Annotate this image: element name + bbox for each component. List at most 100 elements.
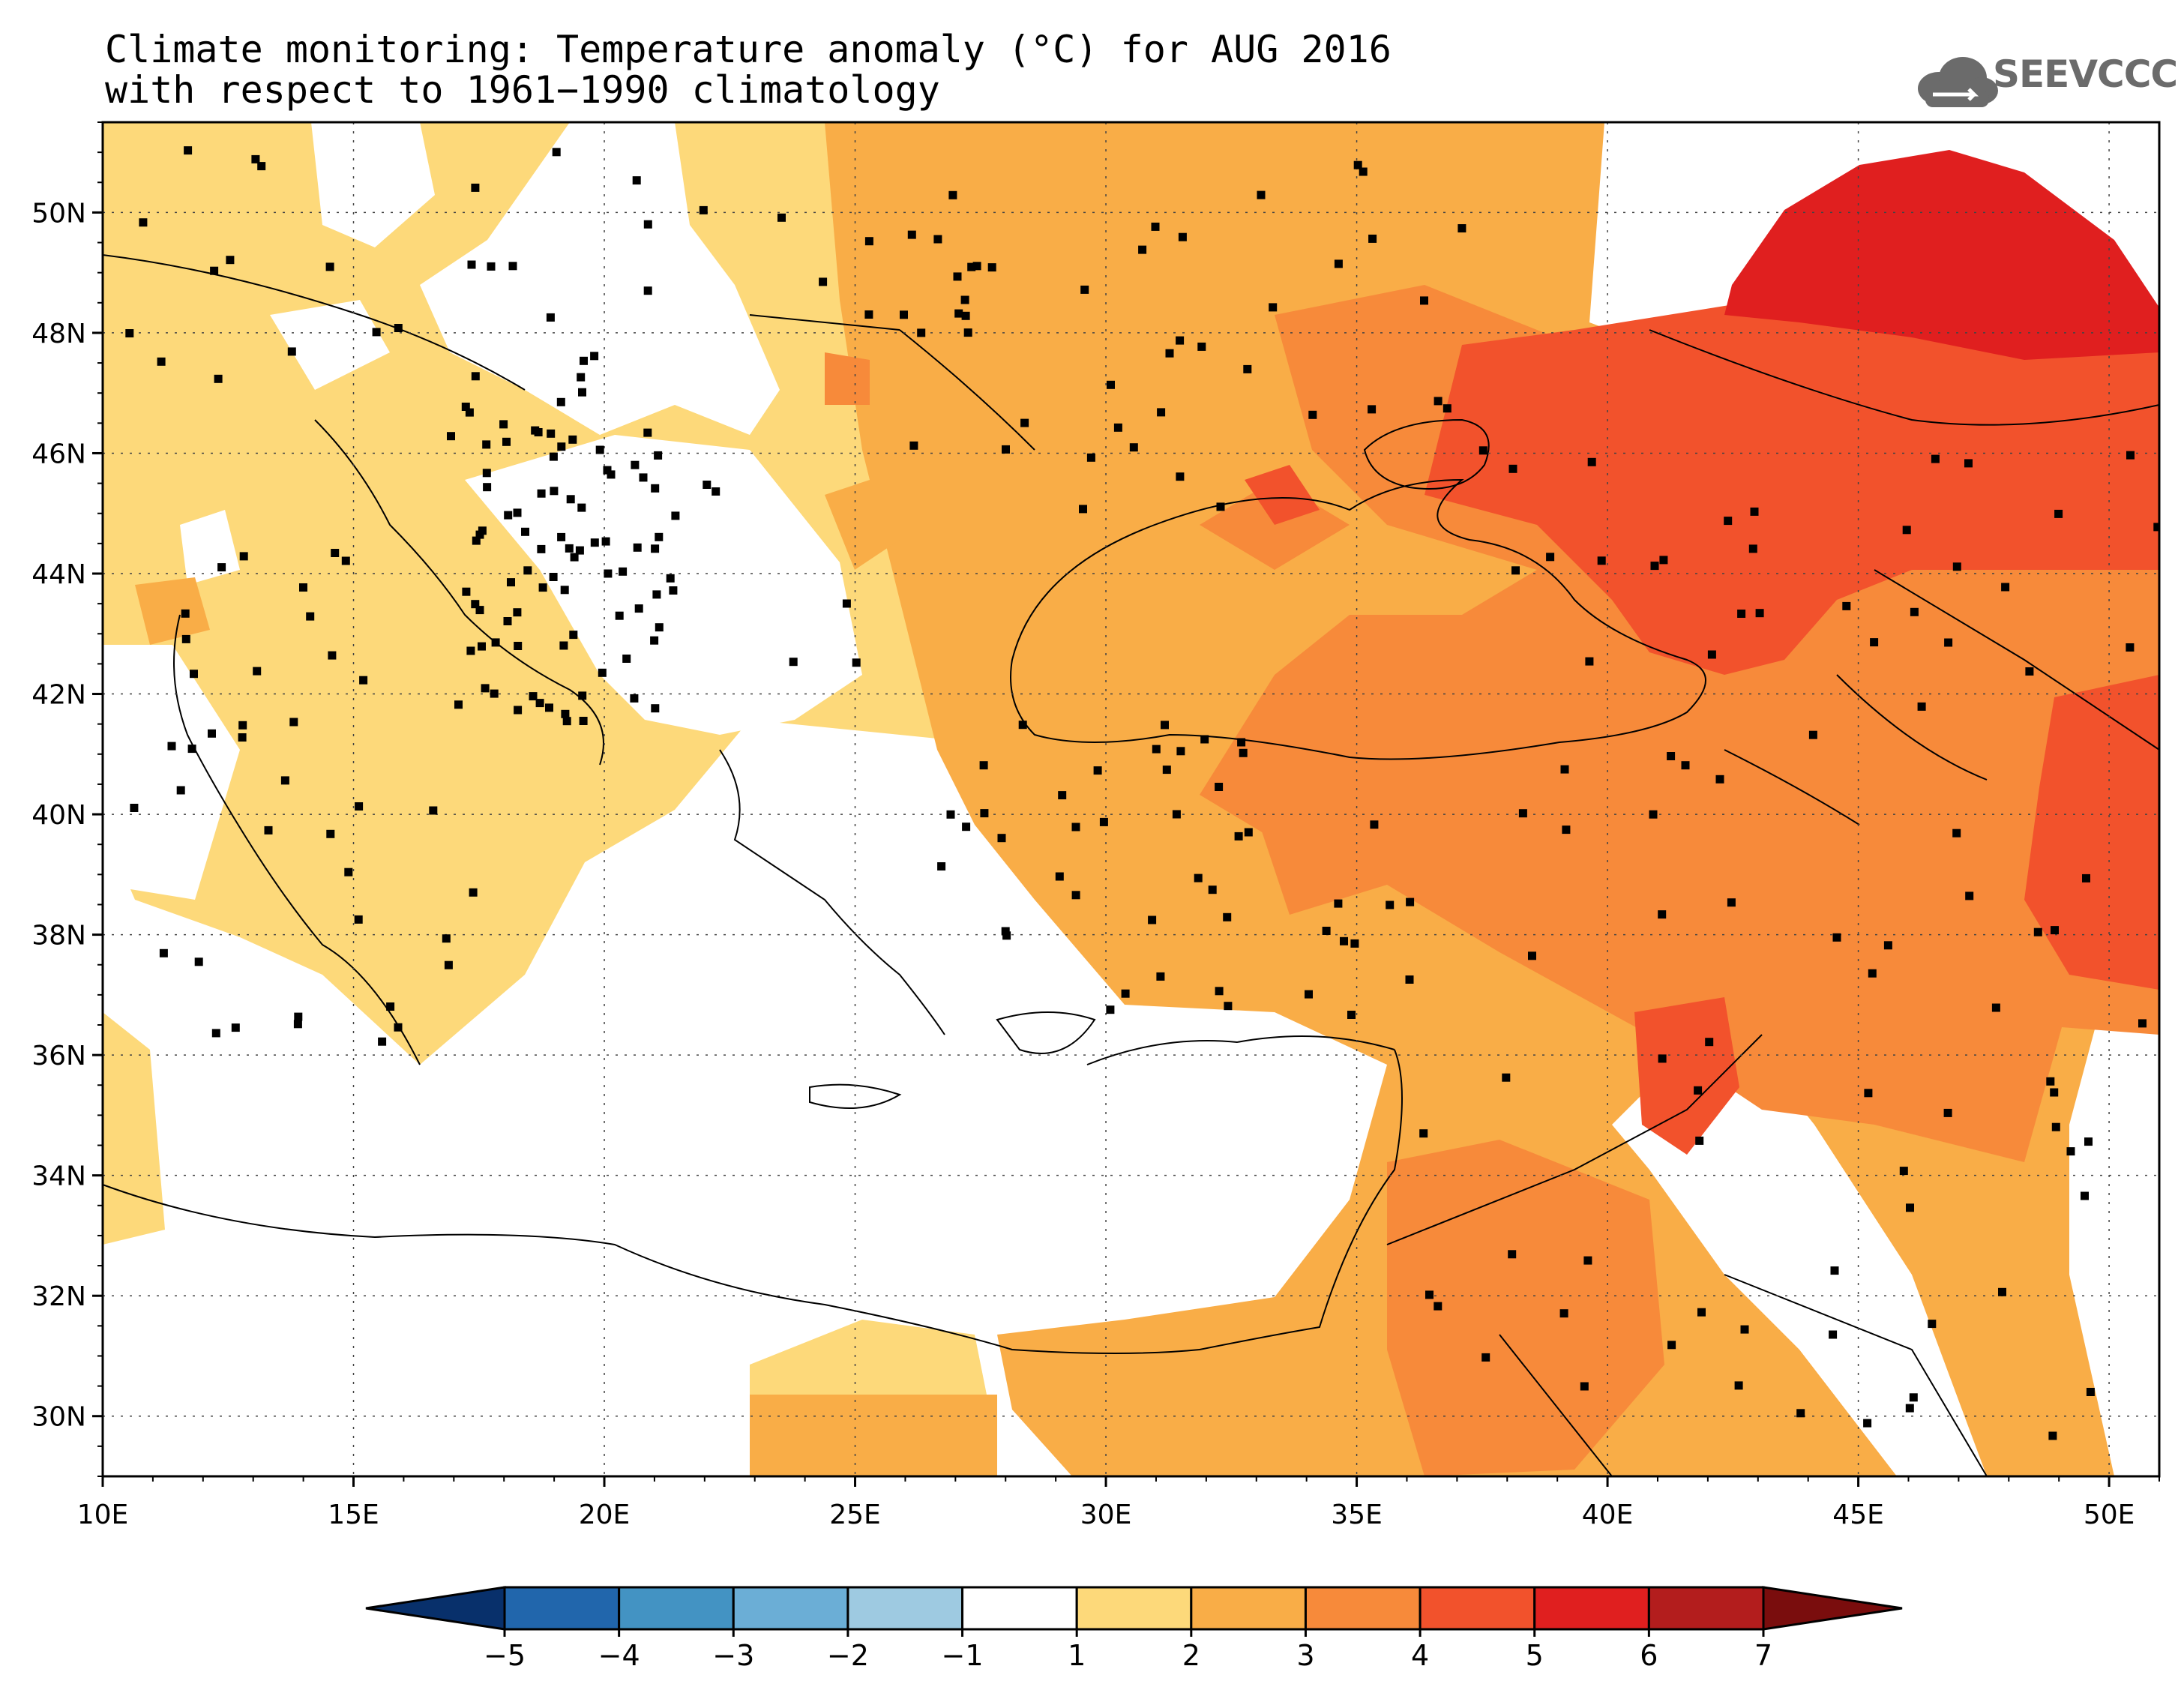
station-marker xyxy=(513,508,522,517)
station-marker xyxy=(1478,446,1487,455)
station-marker xyxy=(1129,443,1138,452)
station-marker xyxy=(1386,900,1395,909)
station-marker xyxy=(239,552,248,561)
station-marker xyxy=(1308,410,1317,419)
station-marker xyxy=(1107,380,1115,389)
station-marker xyxy=(643,428,652,437)
station-marker xyxy=(1370,820,1379,829)
station-marker xyxy=(1002,931,1011,940)
station-marker xyxy=(502,437,511,446)
station-marker xyxy=(1244,828,1253,837)
colorbar-label: 4 xyxy=(1411,1639,1429,1672)
station-marker xyxy=(1944,638,1953,647)
station-marker xyxy=(650,636,659,645)
station-marker xyxy=(1560,765,1569,774)
station-marker xyxy=(1420,296,1428,305)
station-marker xyxy=(1658,910,1667,919)
station-marker xyxy=(444,960,453,969)
station-marker xyxy=(549,452,558,461)
station-marker xyxy=(513,608,522,617)
station-marker xyxy=(159,948,168,957)
station-marker xyxy=(461,403,470,411)
colorbar-segment xyxy=(1647,1586,1765,1631)
station-marker xyxy=(1239,748,1248,757)
station-marker xyxy=(1715,775,1724,784)
station-marker xyxy=(251,154,260,163)
colorbar-segment xyxy=(732,1586,849,1631)
station-marker xyxy=(2138,1019,2147,1028)
lat-tick-label: 42N xyxy=(31,680,86,711)
station-marker xyxy=(2033,927,2042,936)
lon-tick-label: 40E xyxy=(1582,1500,1634,1530)
station-marker xyxy=(557,532,566,541)
station-marker xyxy=(2153,523,2159,532)
colorbar-label: 5 xyxy=(1526,1639,1544,1672)
station-marker xyxy=(1215,987,1224,996)
station-marker xyxy=(471,183,480,192)
station-marker xyxy=(631,460,640,469)
station-marker xyxy=(167,742,176,751)
station-marker xyxy=(1909,1393,1918,1402)
station-marker xyxy=(429,806,438,815)
colorbar-segment xyxy=(1075,1586,1193,1631)
station-marker xyxy=(545,703,553,712)
station-marker xyxy=(354,915,363,924)
station-marker xyxy=(471,600,480,609)
station-marker xyxy=(1002,445,1010,454)
station-marker xyxy=(643,286,652,295)
station-marker xyxy=(819,277,828,286)
station-marker xyxy=(1223,912,1232,921)
station-marker xyxy=(1194,873,1203,882)
station-marker xyxy=(394,1023,403,1032)
station-marker xyxy=(1018,721,1027,730)
station-marker xyxy=(669,586,678,595)
station-marker xyxy=(2046,1077,2055,1086)
station-marker xyxy=(1162,766,1171,775)
station-marker xyxy=(226,256,235,265)
station-marker xyxy=(1511,566,1520,575)
station-marker xyxy=(331,549,340,557)
station-marker xyxy=(217,563,226,572)
station-marker xyxy=(598,668,607,677)
station-marker xyxy=(289,718,298,727)
colorbar-label: 6 xyxy=(1640,1639,1658,1672)
station-marker xyxy=(139,218,148,227)
station-marker xyxy=(566,495,575,504)
station-marker xyxy=(529,692,538,701)
map-subtitle: with respect to 1961−1990 climatology xyxy=(105,68,940,112)
station-marker xyxy=(1583,1256,1592,1265)
station-marker xyxy=(1093,766,1102,775)
station-marker xyxy=(654,451,663,460)
colorbar-segment xyxy=(846,1586,964,1631)
station-marker xyxy=(2051,926,2059,935)
station-marker xyxy=(1269,303,1278,312)
station-marker xyxy=(1910,607,1919,616)
lon-tick-label: 35E xyxy=(1331,1500,1383,1530)
station-marker xyxy=(386,1002,395,1011)
station-marker xyxy=(1176,472,1185,481)
lat-tick-label: 50N xyxy=(31,198,86,229)
station-marker xyxy=(948,190,957,199)
anomaly-4-5-region xyxy=(1425,300,2159,675)
station-marker xyxy=(1359,167,1368,176)
station-marker xyxy=(469,888,478,897)
station-marker xyxy=(325,262,334,271)
lon-tick-label: 30E xyxy=(1080,1500,1132,1530)
colorbar-segment xyxy=(618,1586,735,1631)
station-marker xyxy=(607,470,616,479)
station-marker xyxy=(264,826,273,835)
station-marker xyxy=(1650,562,1659,571)
colorbar-label: 3 xyxy=(1296,1639,1314,1672)
station-marker xyxy=(491,638,500,647)
station-marker xyxy=(1405,975,1414,984)
station-marker xyxy=(946,810,955,819)
station-marker xyxy=(481,684,490,693)
station-marker xyxy=(211,1029,220,1038)
station-marker xyxy=(1740,1325,1749,1334)
colorbar-label: 2 xyxy=(1182,1639,1200,1672)
station-marker xyxy=(1658,1054,1667,1063)
station-marker xyxy=(1508,1250,1517,1259)
station-marker xyxy=(546,313,555,322)
station-marker xyxy=(326,829,335,838)
station-marker xyxy=(1152,745,1161,754)
